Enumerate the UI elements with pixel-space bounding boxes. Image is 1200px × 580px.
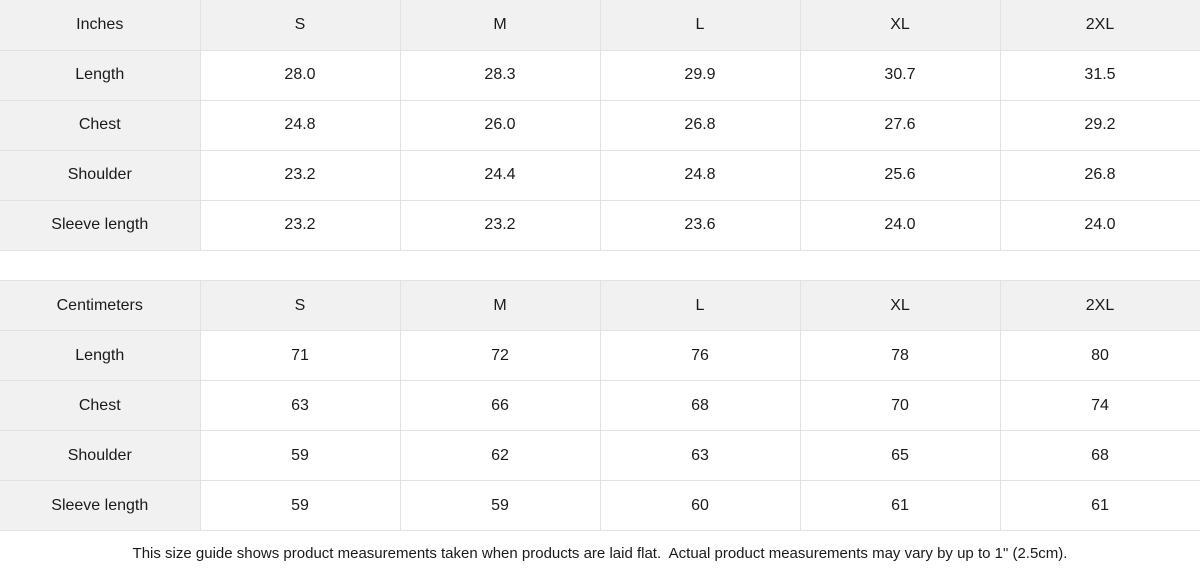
centimeters-size-table: Centimeters S M L XL 2XL Length 71 72 76… — [0, 280, 1200, 531]
row-label-shoulder: Shoulder — [0, 150, 201, 201]
cell-shoulder-m: 62 — [400, 430, 601, 481]
inches-size-table: Inches S M L XL 2XL Length 28.0 28.3 29.… — [0, 0, 1200, 251]
table-header-row: Inches S M L XL 2XL — [0, 0, 1200, 51]
size-guide-footnote: This size guide shows product measuremen… — [0, 531, 1200, 576]
table-row: Chest 24.8 26.0 26.8 27.6 29.2 — [0, 100, 1200, 151]
cell-chest-m: 66 — [400, 380, 601, 431]
cell-sleeve-length-m: 23.2 — [400, 200, 601, 251]
row-label-shoulder: Shoulder — [0, 430, 201, 481]
cell-length-2xl: 31.5 — [1000, 50, 1200, 101]
column-header-2xl: 2XL — [1000, 0, 1200, 51]
cell-sleeve-length-2xl: 24.0 — [1000, 200, 1200, 251]
table-row: Sleeve length 59 59 60 61 61 — [0, 480, 1200, 531]
column-header-s: S — [200, 0, 401, 51]
cell-sleeve-length-s: 59 — [200, 480, 401, 531]
cell-sleeve-length-l: 23.6 — [600, 200, 801, 251]
cell-shoulder-2xl: 68 — [1000, 430, 1200, 481]
column-header-l: L — [600, 0, 801, 51]
cell-sleeve-length-l: 60 — [600, 480, 801, 531]
cell-shoulder-xl: 25.6 — [800, 150, 1001, 201]
cell-sleeve-length-xl: 24.0 — [800, 200, 1001, 251]
column-header-s: S — [200, 280, 401, 331]
table-separator — [0, 250, 1200, 281]
column-header-m: M — [400, 280, 601, 331]
table-row: Shoulder 59 62 63 65 68 — [0, 430, 1200, 481]
cell-sleeve-length-s: 23.2 — [200, 200, 401, 251]
cell-chest-s: 63 — [200, 380, 401, 431]
row-label-length: Length — [0, 330, 201, 381]
cell-sleeve-length-m: 59 — [400, 480, 601, 531]
column-header-m: M — [400, 0, 601, 51]
column-header-2xl: 2XL — [1000, 280, 1200, 331]
cell-length-2xl: 80 — [1000, 330, 1200, 381]
column-header-l: L — [600, 280, 801, 331]
row-label-chest: Chest — [0, 380, 201, 431]
cell-length-s: 28.0 — [200, 50, 401, 101]
cell-shoulder-s: 23.2 — [200, 150, 401, 201]
cell-shoulder-s: 59 — [200, 430, 401, 481]
cell-length-m: 72 — [400, 330, 601, 381]
cell-chest-xl: 27.6 — [800, 100, 1001, 151]
cell-chest-xl: 70 — [800, 380, 1001, 431]
unit-label-centimeters: Centimeters — [0, 280, 201, 331]
table-row: Chest 63 66 68 70 74 — [0, 380, 1200, 431]
cell-length-l: 29.9 — [600, 50, 801, 101]
cell-sleeve-length-xl: 61 — [800, 480, 1001, 531]
table-row: Shoulder 23.2 24.4 24.8 25.6 26.8 — [0, 150, 1200, 201]
column-header-xl: XL — [800, 0, 1001, 51]
cell-shoulder-l: 63 — [600, 430, 801, 481]
table-row: Length 71 72 76 78 80 — [0, 330, 1200, 381]
table-row: Length 28.0 28.3 29.9 30.7 31.5 — [0, 50, 1200, 101]
cell-length-m: 28.3 — [400, 50, 601, 101]
cell-chest-2xl: 74 — [1000, 380, 1200, 431]
cell-shoulder-xl: 65 — [800, 430, 1001, 481]
cell-chest-s: 24.8 — [200, 100, 401, 151]
cell-length-l: 76 — [600, 330, 801, 381]
table-header-row: Centimeters S M L XL 2XL — [0, 280, 1200, 331]
cell-shoulder-m: 24.4 — [400, 150, 601, 201]
cell-chest-l: 68 — [600, 380, 801, 431]
column-header-xl: XL — [800, 280, 1001, 331]
cell-chest-m: 26.0 — [400, 100, 601, 151]
row-label-length: Length — [0, 50, 201, 101]
cell-sleeve-length-2xl: 61 — [1000, 480, 1200, 531]
cell-shoulder-2xl: 26.8 — [1000, 150, 1200, 201]
cell-length-s: 71 — [200, 330, 401, 381]
cell-chest-2xl: 29.2 — [1000, 100, 1200, 151]
table-row: Sleeve length 23.2 23.2 23.6 24.0 24.0 — [0, 200, 1200, 251]
cell-chest-l: 26.8 — [600, 100, 801, 151]
cell-length-xl: 78 — [800, 330, 1001, 381]
row-label-chest: Chest — [0, 100, 201, 151]
row-label-sleeve-length: Sleeve length — [0, 480, 201, 531]
unit-label-inches: Inches — [0, 0, 201, 51]
cell-shoulder-l: 24.8 — [600, 150, 801, 201]
cell-length-xl: 30.7 — [800, 50, 1001, 101]
row-label-sleeve-length: Sleeve length — [0, 200, 201, 251]
